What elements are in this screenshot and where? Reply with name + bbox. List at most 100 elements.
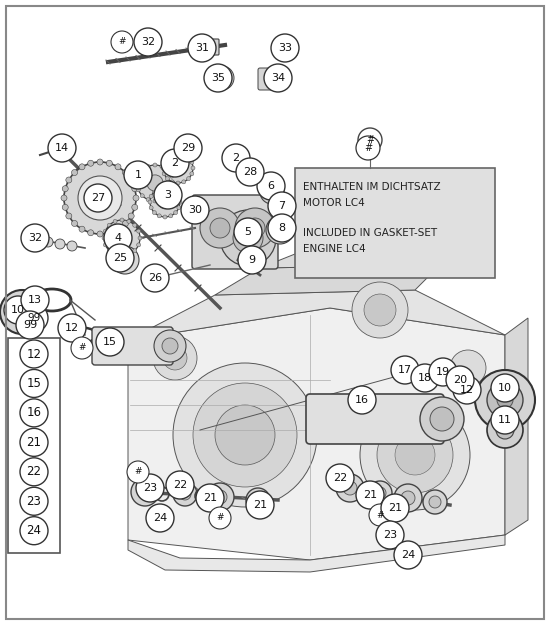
Circle shape	[450, 350, 486, 386]
Circle shape	[169, 188, 174, 192]
Circle shape	[111, 31, 133, 53]
Circle shape	[177, 194, 181, 198]
Circle shape	[162, 160, 166, 164]
Text: 34: 34	[271, 73, 285, 83]
Circle shape	[64, 162, 136, 234]
FancyBboxPatch shape	[306, 394, 444, 444]
Circle shape	[369, 504, 391, 526]
Circle shape	[127, 219, 131, 223]
Circle shape	[161, 166, 165, 170]
Circle shape	[104, 220, 140, 256]
Circle shape	[72, 169, 78, 176]
Text: #: #	[216, 514, 224, 522]
Circle shape	[153, 336, 197, 380]
Text: 18: 18	[418, 373, 432, 383]
Circle shape	[186, 177, 191, 181]
Circle shape	[193, 383, 297, 487]
Circle shape	[16, 311, 44, 339]
Circle shape	[48, 134, 76, 162]
Circle shape	[204, 64, 232, 92]
Circle shape	[190, 160, 194, 164]
Circle shape	[176, 151, 180, 155]
Circle shape	[140, 194, 144, 198]
Text: 4: 4	[114, 233, 122, 243]
Circle shape	[356, 481, 384, 509]
Circle shape	[67, 241, 77, 251]
Circle shape	[21, 286, 49, 314]
Text: 21: 21	[26, 436, 41, 449]
Polygon shape	[128, 308, 505, 560]
Circle shape	[20, 369, 48, 398]
Circle shape	[257, 172, 285, 200]
Text: 10: 10	[11, 305, 25, 315]
Circle shape	[170, 152, 174, 156]
Circle shape	[107, 249, 111, 252]
Circle shape	[123, 169, 129, 176]
Circle shape	[128, 177, 134, 183]
Circle shape	[146, 504, 174, 532]
Circle shape	[209, 507, 231, 529]
Circle shape	[491, 406, 519, 434]
Circle shape	[103, 229, 107, 233]
Circle shape	[352, 282, 408, 338]
Circle shape	[127, 253, 131, 257]
Circle shape	[174, 211, 178, 214]
Circle shape	[119, 254, 131, 266]
Circle shape	[160, 164, 164, 168]
Circle shape	[104, 224, 132, 252]
Circle shape	[106, 160, 112, 166]
Circle shape	[20, 517, 48, 545]
Circle shape	[268, 192, 296, 220]
Circle shape	[376, 521, 404, 549]
Circle shape	[368, 481, 392, 505]
Circle shape	[141, 264, 169, 292]
Circle shape	[446, 366, 474, 394]
Text: 99: 99	[28, 313, 41, 323]
Circle shape	[136, 229, 141, 233]
Text: 5: 5	[245, 227, 251, 237]
Text: 16: 16	[26, 406, 41, 419]
Text: 19: 19	[436, 367, 450, 377]
Circle shape	[429, 496, 441, 508]
Circle shape	[173, 363, 317, 507]
Text: 8: 8	[278, 223, 285, 233]
FancyBboxPatch shape	[92, 327, 173, 365]
Text: 12: 12	[65, 323, 79, 333]
Text: 15: 15	[103, 337, 117, 347]
Text: 2: 2	[233, 153, 240, 163]
Circle shape	[138, 236, 142, 240]
Text: #: #	[366, 135, 374, 145]
Circle shape	[487, 382, 523, 418]
Circle shape	[190, 172, 194, 176]
Circle shape	[491, 374, 519, 402]
Circle shape	[356, 136, 380, 160]
Text: 21: 21	[253, 500, 267, 510]
Text: 7: 7	[278, 201, 285, 211]
Text: 10: 10	[498, 383, 512, 393]
Circle shape	[174, 134, 202, 162]
Circle shape	[136, 174, 140, 178]
Circle shape	[173, 482, 197, 506]
Circle shape	[395, 435, 435, 475]
Circle shape	[166, 156, 169, 159]
Circle shape	[220, 210, 276, 266]
Circle shape	[158, 195, 172, 209]
Circle shape	[166, 471, 194, 499]
Circle shape	[163, 215, 167, 219]
Circle shape	[163, 153, 193, 183]
Circle shape	[497, 392, 513, 408]
Text: 24: 24	[26, 524, 41, 538]
Text: 16: 16	[355, 395, 369, 405]
Circle shape	[154, 330, 186, 362]
Circle shape	[210, 66, 234, 90]
Text: 25: 25	[113, 253, 127, 263]
Circle shape	[152, 211, 156, 214]
Circle shape	[20, 304, 48, 332]
Circle shape	[115, 164, 121, 170]
Text: 3: 3	[164, 190, 172, 200]
Circle shape	[149, 206, 153, 210]
Text: #: #	[78, 344, 86, 352]
Circle shape	[111, 246, 139, 274]
Circle shape	[381, 494, 409, 522]
Circle shape	[123, 221, 129, 226]
